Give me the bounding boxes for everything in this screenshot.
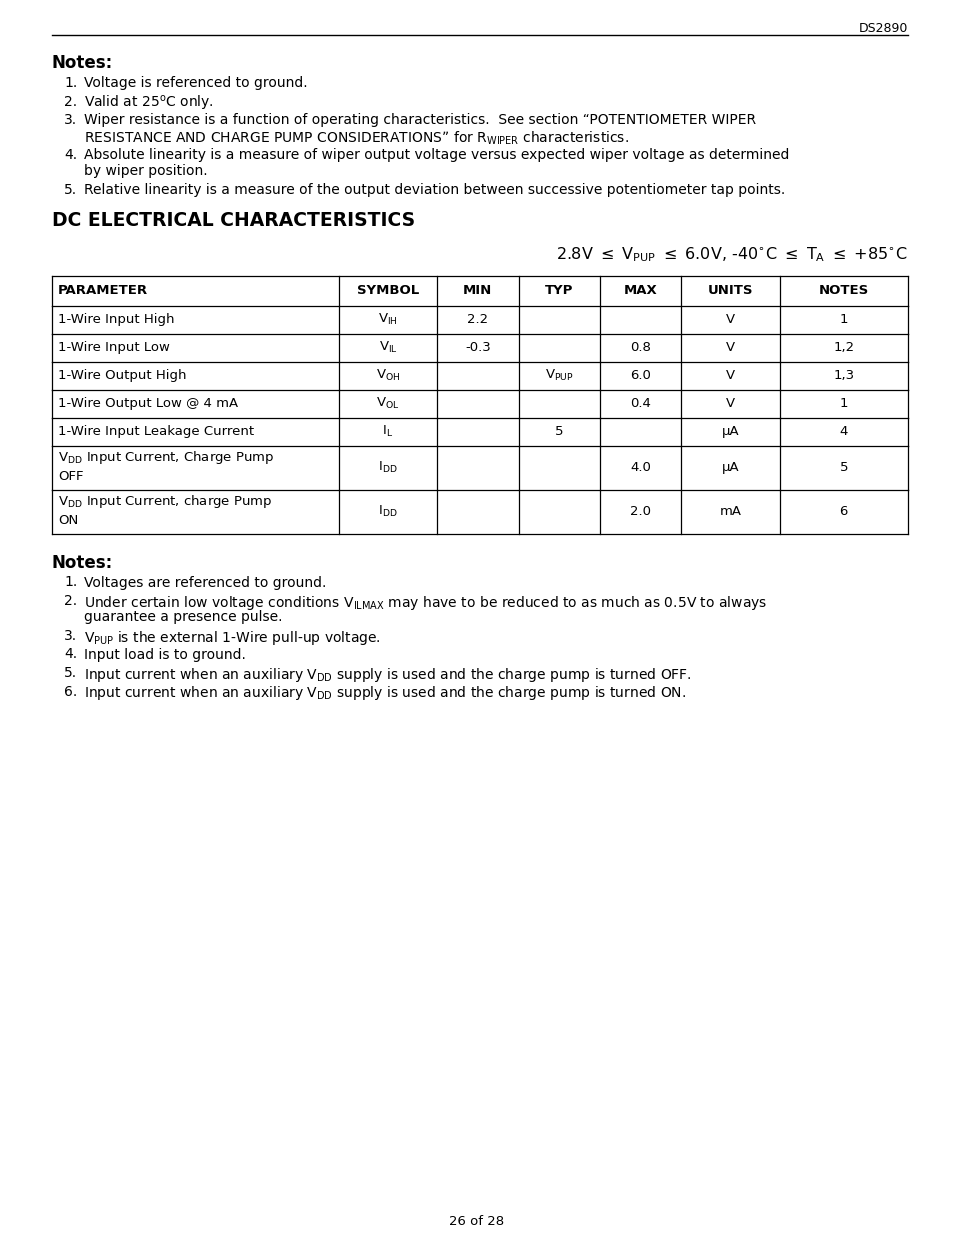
Text: 4.0: 4.0 — [629, 461, 650, 474]
Text: MAX: MAX — [623, 284, 657, 296]
Text: 26 of 28: 26 of 28 — [449, 1215, 504, 1228]
Text: ON: ON — [58, 514, 78, 527]
Text: μA: μA — [720, 425, 739, 438]
Text: Input load is to ground.: Input load is to ground. — [84, 647, 246, 662]
Text: 3.: 3. — [64, 629, 77, 643]
Text: RESISTANCE AND CHARGE PUMP CONSIDERATIONS” for R$_{\mathregular{WIPER}}$ charact: RESISTANCE AND CHARGE PUMP CONSIDERATION… — [84, 130, 628, 147]
Text: MIN: MIN — [463, 284, 492, 296]
Text: V$_{\mathregular{DD}}$ Input Current, charge Pump: V$_{\mathregular{DD}}$ Input Current, ch… — [58, 493, 272, 510]
Text: 5: 5 — [839, 461, 847, 474]
Text: 5.: 5. — [64, 666, 77, 680]
Text: 2.: 2. — [64, 594, 77, 608]
Text: 1.: 1. — [64, 77, 77, 90]
Text: Relative linearity is a measure of the output deviation between successive poten: Relative linearity is a measure of the o… — [84, 183, 784, 198]
Text: Input current when an auxiliary V$_{\mathregular{DD}}$ supply is used and the ch: Input current when an auxiliary V$_{\mat… — [84, 684, 685, 703]
Text: by wiper position.: by wiper position. — [84, 164, 208, 179]
Text: 1: 1 — [839, 396, 847, 410]
Text: 3.: 3. — [64, 112, 77, 127]
Text: V$_{\mathregular{PUP}}$: V$_{\mathregular{PUP}}$ — [544, 368, 573, 383]
Text: 1-Wire Input Leakage Current: 1-Wire Input Leakage Current — [58, 425, 253, 438]
Text: DC ELECTRICAL CHARACTERISTICS: DC ELECTRICAL CHARACTERISTICS — [52, 211, 415, 231]
Text: 0.8: 0.8 — [629, 341, 650, 354]
Text: 6.: 6. — [64, 684, 77, 699]
Text: Valid at 25$^{\mathregular{o}}$C only.: Valid at 25$^{\mathregular{o}}$C only. — [84, 95, 213, 114]
Text: mA: mA — [719, 505, 740, 517]
Text: I$_{\mathregular{L}}$: I$_{\mathregular{L}}$ — [382, 424, 393, 440]
Text: 1-Wire Input Low: 1-Wire Input Low — [58, 341, 170, 354]
Text: V$_{\mathregular{IH}}$: V$_{\mathregular{IH}}$ — [377, 312, 397, 327]
Text: 2.: 2. — [64, 95, 77, 109]
Text: V: V — [725, 312, 734, 326]
Text: μA: μA — [720, 461, 739, 474]
Text: 1-Wire Output High: 1-Wire Output High — [58, 369, 186, 382]
Text: V$_{\mathregular{OL}}$: V$_{\mathregular{OL}}$ — [375, 396, 399, 411]
Text: 2.8V $\leq$ V$_{\mathregular{PUP}}$ $\leq$ 6.0V, -40$^{\circ}$C $\leq$ T$_{\math: 2.8V $\leq$ V$_{\mathregular{PUP}}$ $\le… — [556, 246, 907, 264]
Text: 4.: 4. — [64, 148, 77, 162]
Text: SYMBOL: SYMBOL — [356, 284, 418, 296]
Text: Voltage is referenced to ground.: Voltage is referenced to ground. — [84, 77, 307, 90]
Text: 1-Wire Input High: 1-Wire Input High — [58, 312, 174, 326]
Text: NOTES: NOTES — [818, 284, 868, 296]
Text: V: V — [725, 369, 734, 382]
Text: V$_{\mathregular{IL}}$: V$_{\mathregular{IL}}$ — [378, 340, 397, 354]
Text: 2.0: 2.0 — [629, 505, 650, 517]
Text: I$_{\mathregular{DD}}$: I$_{\mathregular{DD}}$ — [377, 459, 397, 475]
Text: 6.0: 6.0 — [629, 369, 650, 382]
Text: 1-Wire Output Low @ 4 mA: 1-Wire Output Low @ 4 mA — [58, 396, 238, 410]
Text: V$_{\mathregular{OH}}$: V$_{\mathregular{OH}}$ — [375, 368, 400, 383]
Text: 4: 4 — [839, 425, 847, 438]
Text: Absolute linearity is a measure of wiper output voltage versus expected wiper vo: Absolute linearity is a measure of wiper… — [84, 148, 788, 162]
Text: Notes:: Notes: — [52, 54, 113, 72]
Text: 4.: 4. — [64, 647, 77, 662]
Text: 5.: 5. — [64, 183, 77, 198]
Text: Input current when an auxiliary V$_{\mathregular{DD}}$ supply is used and the ch: Input current when an auxiliary V$_{\mat… — [84, 666, 691, 684]
Text: TYP: TYP — [544, 284, 573, 296]
Text: DS2890: DS2890 — [858, 22, 907, 35]
Text: -0.3: -0.3 — [464, 341, 490, 354]
Text: V: V — [725, 341, 734, 354]
Text: 0.4: 0.4 — [629, 396, 650, 410]
Text: OFF: OFF — [58, 469, 84, 483]
Text: V: V — [725, 396, 734, 410]
Text: Wiper resistance is a function of operating characteristics.  See section “POTEN: Wiper resistance is a function of operat… — [84, 112, 756, 127]
Text: guarantee a presence pulse.: guarantee a presence pulse. — [84, 610, 282, 625]
Text: 1,2: 1,2 — [832, 341, 854, 354]
Text: I$_{\mathregular{DD}}$: I$_{\mathregular{DD}}$ — [377, 504, 397, 519]
Text: 6: 6 — [839, 505, 847, 517]
Text: UNITS: UNITS — [707, 284, 752, 296]
Text: V$_{\mathregular{DD}}$ Input Current, Charge Pump: V$_{\mathregular{DD}}$ Input Current, Ch… — [58, 450, 274, 467]
Text: PARAMETER: PARAMETER — [58, 284, 148, 296]
Text: 1.: 1. — [64, 576, 77, 589]
Text: 2.2: 2.2 — [467, 312, 488, 326]
Text: 1,3: 1,3 — [832, 369, 854, 382]
Text: Voltages are referenced to ground.: Voltages are referenced to ground. — [84, 576, 326, 589]
Text: Under certain low voltage conditions V$_{\mathregular{ILMAX}}$ may have to be re: Under certain low voltage conditions V$_… — [84, 594, 766, 613]
Text: V$_{\mathregular{PUP}}$ is the external 1-Wire pull-up voltage.: V$_{\mathregular{PUP}}$ is the external … — [84, 629, 380, 647]
Text: 5: 5 — [555, 425, 563, 438]
Text: 1: 1 — [839, 312, 847, 326]
Text: Notes:: Notes: — [52, 553, 113, 572]
